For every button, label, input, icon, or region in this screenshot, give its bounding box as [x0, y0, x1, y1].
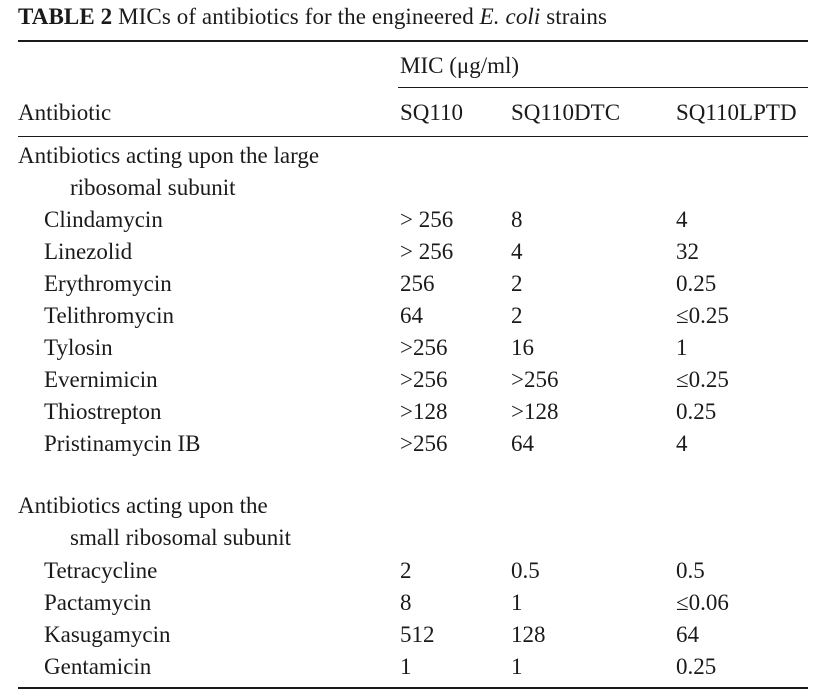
mic-sq110dtc: 0.5: [511, 558, 540, 583]
title-organism: E. coli: [479, 4, 541, 29]
mic-sq110: 1: [400, 654, 412, 679]
mic-sq110dtc: 4: [511, 239, 523, 264]
mic-sq110dtc: 1: [511, 590, 523, 615]
mic-sq110dtc: 16: [511, 335, 534, 360]
mic-sq110lptd: 4: [676, 207, 688, 232]
mic-sq110lptd: 0.5: [676, 558, 705, 583]
antibiotic-name: Tylosin: [44, 335, 113, 360]
top-rule: [18, 40, 808, 42]
mic-sq110lptd: ≤0.06: [676, 590, 729, 615]
antibiotic-name: Pactamycin: [44, 590, 152, 615]
antibiotic-column-header: Antibiotic: [18, 100, 112, 125]
antibiotic-name: Gentamicin: [44, 654, 152, 679]
title-text-end: strains: [540, 4, 608, 29]
mic-sq110dtc: >128: [511, 399, 559, 424]
table-label: TABLE 2: [18, 4, 113, 29]
antibiotic-name: Pristinamycin IB: [44, 431, 201, 456]
mic-sq110lptd: 1: [676, 335, 688, 360]
mic-sq110: 512: [400, 622, 435, 647]
antibiotic-name: Erythromycin: [44, 271, 172, 296]
mic-sq110lptd: 4: [676, 431, 688, 456]
mic-sq110: 64: [400, 303, 423, 328]
antibiotic-name: Thiostrepton: [44, 399, 162, 424]
mic-sq110lptd: 32: [676, 239, 699, 264]
table-title: TABLE 2 MICs of antibiotics for the engi…: [18, 4, 607, 30]
group-heading-continued: ribosomal subunit: [70, 175, 236, 200]
mic-sq110: >256: [400, 367, 448, 392]
mic-sq110lptd: 0.25: [676, 654, 717, 679]
title-text: MICs of antibiotics for the engineered: [112, 4, 480, 29]
group-heading: Antibiotics acting upon the large: [18, 143, 320, 168]
mic-sq110: 256: [400, 271, 435, 296]
mic-unit-header: MIC (μg/ml): [400, 53, 520, 78]
mic-sq110dtc: 2: [511, 271, 523, 296]
mic-sq110: 8: [400, 590, 412, 615]
mic-sq110: >128: [400, 399, 448, 424]
mic-sq110: >256: [400, 431, 448, 456]
antibiotic-name: Clindamycin: [44, 207, 163, 232]
mic-sq110: >256: [400, 335, 448, 360]
group-heading: Antibiotics acting upon the: [18, 493, 268, 518]
mic-sq110lptd: ≤0.25: [676, 303, 729, 328]
strain-header-sq110dtc: SQ110DTC: [511, 100, 621, 125]
mic-sq110dtc: >256: [511, 367, 559, 392]
bottom-rule: [18, 687, 808, 689]
antibiotic-name: Linezolid: [44, 239, 133, 264]
header-rule: [18, 136, 808, 137]
mic-sq110dtc: 128: [511, 622, 546, 647]
mic-sq110dtc: 2: [511, 303, 523, 328]
strain-header-sq110: SQ110: [400, 100, 464, 125]
mic-sq110lptd: ≤0.25: [676, 367, 729, 392]
mic-sq110: > 256: [400, 207, 454, 232]
mic-sq110dtc: 1: [511, 654, 523, 679]
mic-sq110: 2: [400, 558, 412, 583]
strain-header-sq110lptd: SQ110LPTD: [676, 100, 797, 125]
antibiotic-name: Tetracycline: [44, 558, 158, 583]
group-heading-continued: small ribosomal subunit: [70, 525, 292, 550]
mic-sq110lptd: 64: [676, 622, 699, 647]
mic-sq110: > 256: [400, 239, 454, 264]
antibiotic-name: Kasugamycin: [44, 622, 171, 647]
mic-sq110lptd: 0.25: [676, 271, 717, 296]
antibiotic-name: Telithromycin: [44, 303, 174, 328]
mic-sq110dtc: 64: [511, 431, 534, 456]
mic-sq110lptd: 0.25: [676, 399, 717, 424]
mic-sq110dtc: 8: [511, 207, 523, 232]
mic-header-rule: [398, 87, 808, 88]
antibiotic-name: Evernimicin: [44, 367, 158, 392]
